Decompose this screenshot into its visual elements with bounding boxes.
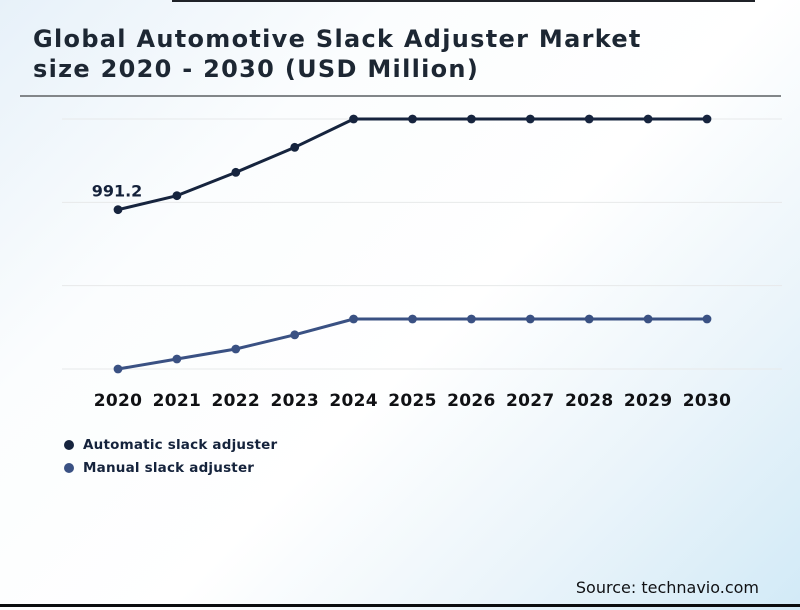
data-point [702, 314, 712, 324]
page-title-line1: Global Automotive Slack Adjuster Market [33, 25, 642, 53]
legend-dot-icon [64, 439, 74, 450]
x-axis-label: 2028 [565, 391, 614, 411]
series-line-1 [117, 317, 707, 371]
data-point [172, 191, 182, 201]
series-line-0 [117, 117, 707, 212]
chart-legend: Automatic slack adjuster Manual slack adj… [64, 433, 277, 479]
x-axis-label: 2027 [506, 391, 555, 411]
data-point [231, 344, 241, 354]
x-axis-label: 2029 [624, 391, 673, 411]
data-point [349, 314, 358, 324]
x-axis-label: 2022 [212, 391, 261, 411]
title-underline [20, 95, 781, 97]
data-point [290, 330, 300, 340]
source-credit: Source: technavio.com [575, 578, 759, 597]
data-point [290, 142, 300, 152]
x-axis-label: 2023 [270, 391, 319, 411]
data-point [408, 114, 417, 124]
data-point [525, 314, 535, 324]
legend-item: Manual slack adjuster [64, 456, 277, 479]
x-axis-label: 2026 [447, 391, 496, 411]
data-point-label: 991.2 [92, 182, 143, 201]
x-axis-label: 2024 [329, 391, 378, 411]
legend-item: Automatic slack adjuster [64, 433, 277, 456]
data-point [231, 167, 241, 177]
x-axis-label: 2021 [153, 391, 202, 411]
legend-label: Manual slack adjuster [83, 459, 255, 476]
x-axis-label: 2020 [94, 391, 143, 411]
data-point [643, 314, 653, 324]
x-axis-label: 2030 [683, 391, 732, 411]
data-point [584, 114, 594, 124]
x-axis-label: 2025 [388, 391, 437, 411]
legend-dot-icon [64, 462, 74, 473]
top-edge-line [172, 0, 755, 2]
data-point [584, 314, 594, 324]
data-point [525, 114, 535, 124]
page-title: Global Automotive Slack Adjuster Market … [33, 24, 773, 84]
data-point [643, 114, 653, 124]
data-point [113, 205, 123, 215]
data-point [113, 364, 123, 374]
data-point [349, 114, 358, 124]
data-point [702, 114, 712, 124]
legend-label: Automatic slack adjuster [83, 436, 278, 453]
bottom-edge-line [0, 604, 800, 607]
data-point [467, 314, 476, 324]
data-point [408, 314, 417, 324]
data-point [172, 354, 182, 364]
data-point [467, 114, 476, 124]
page-title-line2: size 2020 - 2030 (USD Million) [33, 55, 480, 83]
